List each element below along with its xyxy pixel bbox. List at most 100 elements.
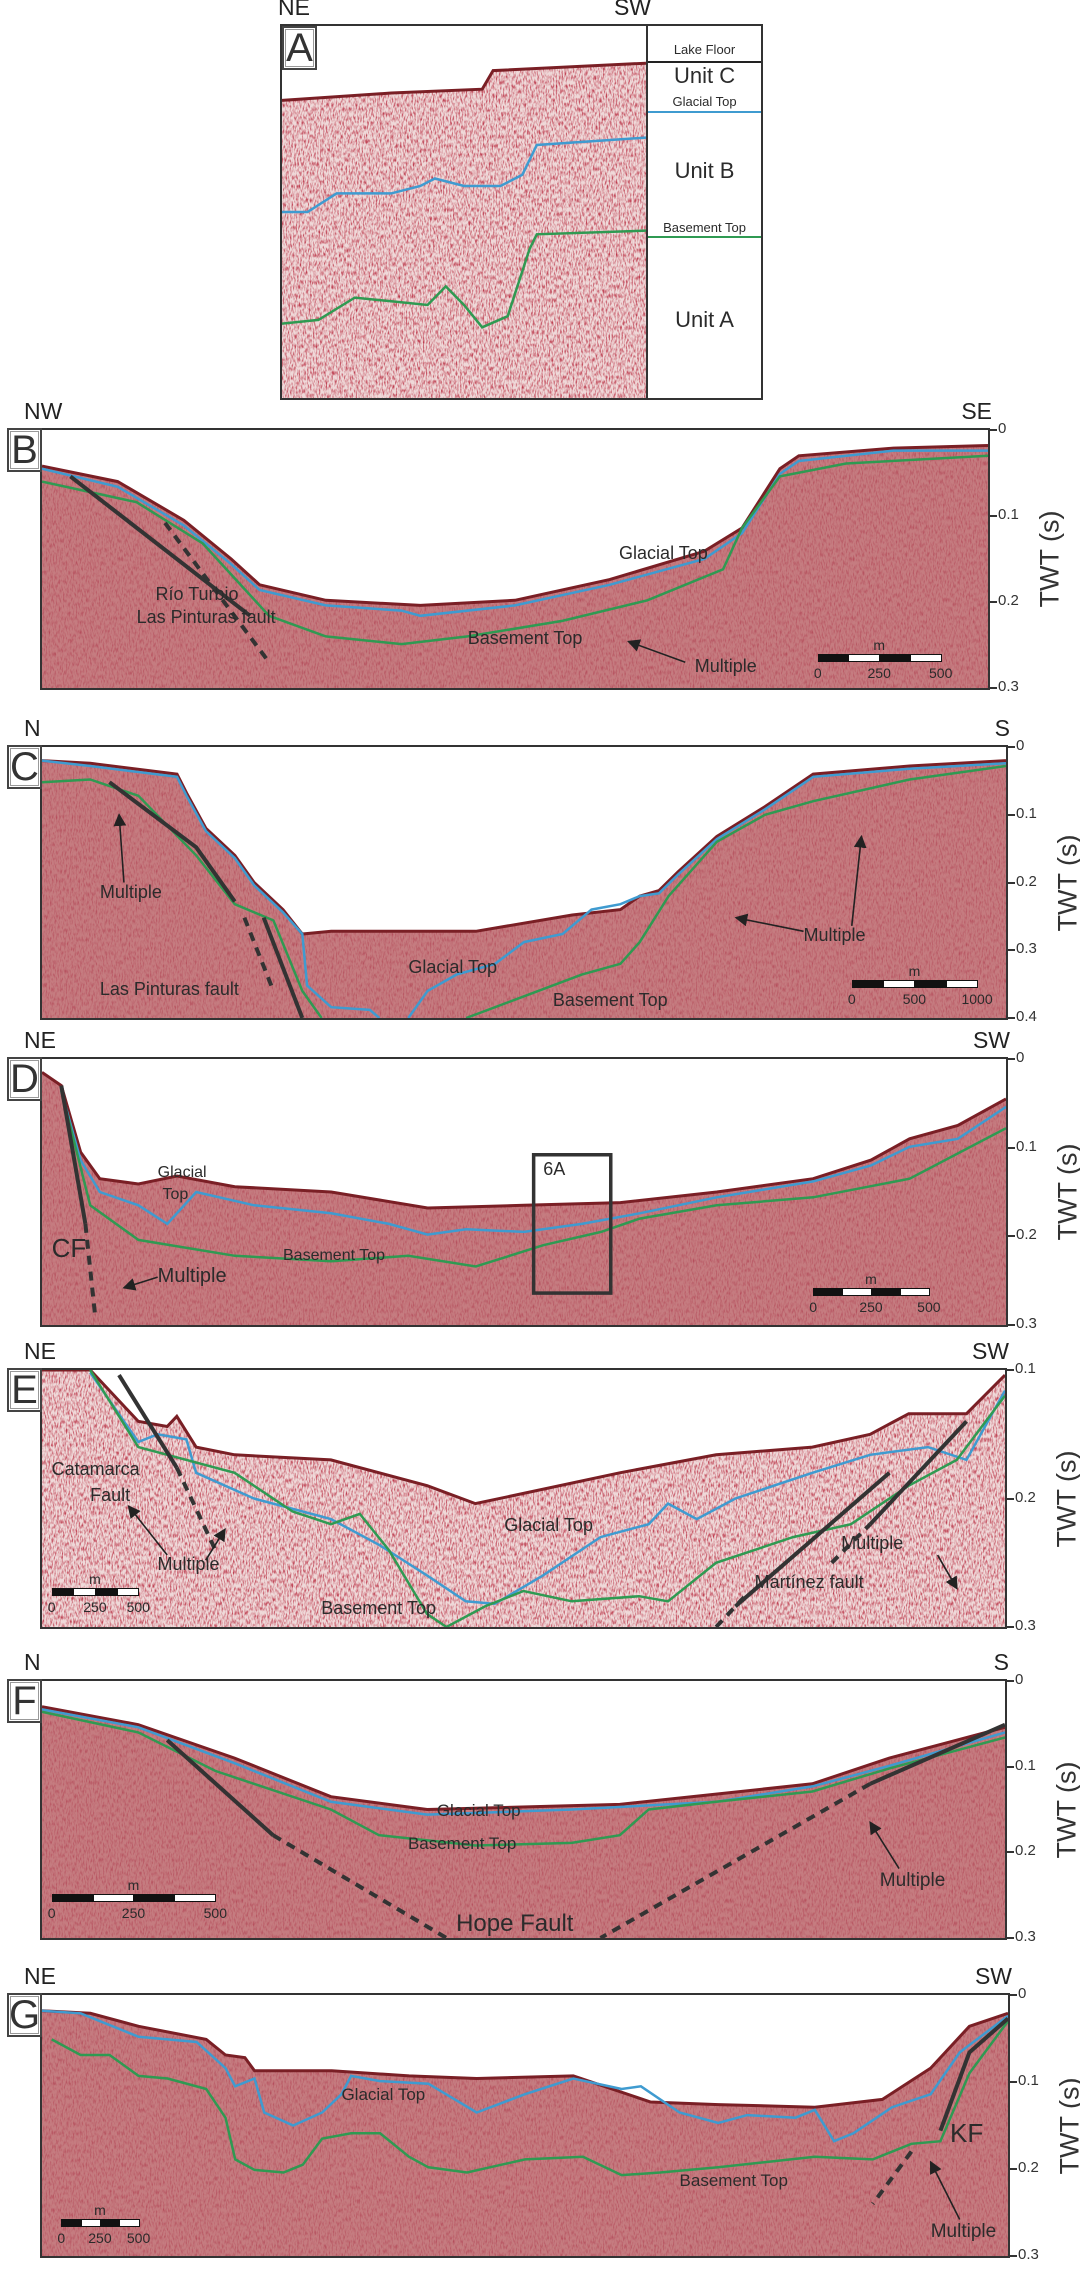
inferred-fault-line [163,521,271,664]
profile-panel-a: A NE SW Lake Floor Unit C Glacial Top Unit B Ba… [278,0,763,400]
fault-line [108,780,237,903]
axis-tick-label: 0.1 [1018,2072,1039,2089]
lake-floor-reflector [42,1705,1005,1812]
annotation-arrow [205,1527,226,1561]
annotation-label: Glacial Top [341,2085,426,2105]
profile-panel-e: E NE SW Catamarca Fault Multiple Glacial Top Ba… [7,1340,1080,1633]
scale-bar-label: 500 [126,1599,150,1616]
scale-bar: m 0 250 500 [809,1271,940,1315]
fault-line [59,1085,88,1225]
axis-tick [1008,881,1015,884]
scale-bar-label: 1000 [961,991,993,1008]
scale-bar: m 0 250 500 [57,2202,150,2246]
unit-b-label: Unit B [674,157,735,183]
axis-tick [1008,1235,1015,1238]
right-direction-label: SW [613,0,651,20]
scale-bar-label: 500 [203,1905,228,1922]
fault-line [261,916,305,1018]
axis-tick-label: 0.2 [1016,872,1037,890]
glacial-top-legend-line [648,110,761,113]
seismic-section [42,1071,1006,1325]
scale-bar-segment [92,1894,135,1903]
panel-letter: B [7,428,42,472]
glacial-top-legend-label: Glacial Top [672,93,737,109]
annotation-label: Glacial Top [619,542,708,563]
annotation-label: 6A [543,1159,566,1180]
panel-letter: A [282,26,317,70]
lake-floor-reflector [42,1370,1005,1506]
axis-tick [1008,1146,1015,1149]
basement-top-horizon [42,1710,1005,1847]
left-direction-label: N [24,715,41,741]
axis-tick [1010,2168,1017,2170]
annotation-label: Multiple [99,881,162,902]
unit-c-label: Unit C [673,63,736,89]
axis-tick-label: 0.3 [1015,1928,1036,1945]
twt-axis-label: TWT (s) [1051,1761,1080,1858]
seismic-section [42,1370,1005,1627]
inferred-fault-line [272,1833,448,1938]
annotation-label: Top [162,1185,189,1203]
seismic-texture [42,760,1006,1018]
axis-tick-label: 0.2 [1015,1842,1036,1860]
annotation-arrow [936,1554,958,1590]
panel-letter: F [7,1679,42,1723]
annotation-label: Catamarca [51,1458,140,1479]
twt-axis-label: TWT (s) [1052,1143,1080,1241]
scale-bar-segment [899,1287,930,1296]
fault-line [117,1374,179,1469]
annotation-label: Glacial [157,1164,207,1182]
annotation-label: Río Turbio [155,583,239,604]
scale-bar-label: 0 [47,1905,56,1922]
axis-tick [1010,2255,1017,2257]
right-direction-label: SW [971,1338,1009,1364]
inferred-fault-line [871,2150,914,2205]
annotation-arrow [929,2160,961,2220]
basement-top-horizon [60,1090,1006,1268]
scale-bar-label: 500 [917,1298,941,1315]
scale-bar-label: 250 [859,1298,883,1315]
scale-bar-label: 250 [88,2230,112,2247]
axis-tick [1007,1937,1014,1939]
annotation-label: Las Pinturas fault [136,607,276,628]
annotation-label: Multiple [694,656,757,677]
seismic-section [42,1705,1005,1938]
fault-line [869,1722,1005,1786]
scale-bar-segment [174,1894,217,1903]
annotation-label: Fault [90,1484,131,1505]
annotation-arrow [113,813,127,883]
axis-tick-label: 0.2 [1015,1488,1036,1506]
annotation-arrow [850,834,867,926]
annotation-label: CF [51,1232,87,1263]
scale-bar-label: 250 [121,1905,146,1922]
annotation-label: Multiple [841,1533,904,1554]
left-direction-label: N [24,1649,41,1675]
scale-bar-segment [879,654,911,663]
glacial-top-horizon [89,1371,1005,1606]
axis-tick [1008,1058,1015,1060]
lake-floor-reflector [42,2009,1008,2109]
basement-top-legend-label: Basement Top [663,220,746,236]
scale-bar-segment [851,980,885,989]
twt-axis-label: TWT (s) [1054,2077,1080,2174]
axis-tick-label: 0.3 [1018,2246,1039,2263]
scale-bar-label: 0 [847,991,856,1008]
basement-top-horizon [282,229,647,329]
annotation-arrow [869,1820,900,1870]
annotation-label: Glacial Top [504,1515,593,1536]
scale-bar-label: 0 [57,2230,66,2247]
axis-tick-label: 0.3 [1016,940,1037,958]
twt-axis-label: TWT (s) [1052,834,1080,931]
axis-tick-label: 0.3 [998,678,1019,695]
scale-bar-unit: m [127,1877,140,1894]
glacial-top-horizon [42,2009,1008,2143]
annotation-arrow [627,639,686,663]
axis-tick-label: 0 [998,420,1007,437]
axis-tick-label: 0 [1015,1671,1024,1688]
glacial-top-horizon [60,1090,1006,1236]
unit-legend: Lake Floor Unit C Glacial Top Unit B Basemen… [646,26,761,398]
twt-axis-label: TWT (s) [1051,1450,1080,1547]
axis-tick [1008,746,1015,748]
left-direction-label: NE [24,1027,56,1053]
axis-tick [1007,1680,1014,1682]
